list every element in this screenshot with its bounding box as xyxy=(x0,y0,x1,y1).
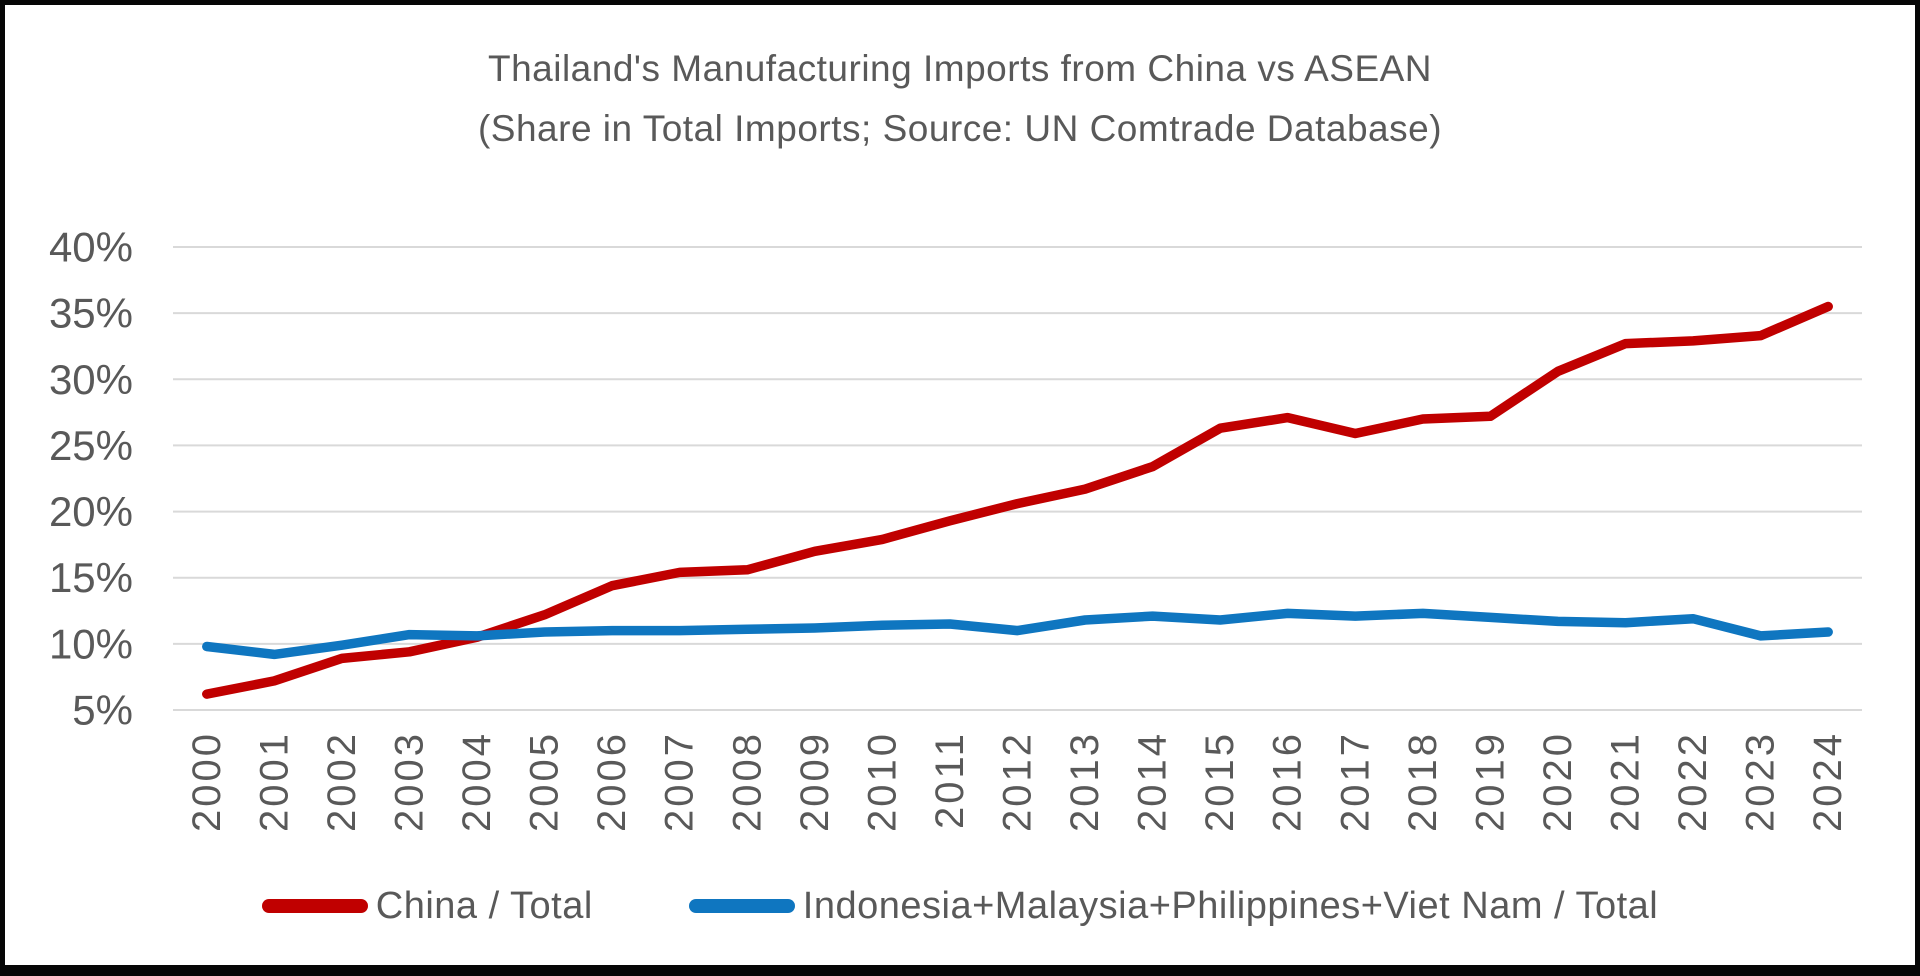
x-tick-label: 2005 xyxy=(523,731,567,832)
x-tick-label: 2017 xyxy=(1333,731,1377,832)
x-tick-label: 2008 xyxy=(725,731,769,832)
x-tick-label: 2014 xyxy=(1131,731,1175,832)
y-tick-label: 30% xyxy=(49,356,133,403)
y-tick-label: 35% xyxy=(49,290,133,337)
x-tick-label: 2006 xyxy=(590,731,634,832)
x-tick-label: 2003 xyxy=(387,731,431,832)
x-tick-label: 2022 xyxy=(1671,731,1715,832)
x-tick-label: 2018 xyxy=(1401,731,1445,832)
y-tick-label: 10% xyxy=(49,620,133,667)
x-tick-label: 2004 xyxy=(455,731,499,832)
plot-area: 40% 35% 30% 25% 20% 15% 10% 5% 2000 2001 2002 2003 2… xyxy=(49,224,1862,832)
x-tick-label: 2000 xyxy=(185,731,229,832)
y-tick-label: 25% xyxy=(49,422,133,469)
x-tick-label: 2015 xyxy=(1198,731,1242,832)
chart-title: Thailand's Manufacturing Imports from Ch… xyxy=(487,48,1433,89)
x-tick-label: 2021 xyxy=(1604,731,1648,832)
chart-title-block: Thailand's Manufacturing Imports from Ch… xyxy=(5,39,1915,159)
x-tick-label: 2013 xyxy=(1063,731,1107,832)
x-tick-label: 2024 xyxy=(1806,731,1850,832)
x-tick-label: 2007 xyxy=(658,731,702,832)
x-tick-label: 2023 xyxy=(1739,731,1783,832)
legend-swatch-china-icon xyxy=(261,899,368,913)
x-tick-label: 2010 xyxy=(860,731,904,832)
legend-swatch-asean4-icon xyxy=(688,899,795,913)
legend-label-china: China / Total xyxy=(375,884,593,927)
y-tick-label: 15% xyxy=(49,554,133,601)
x-tick-label: 2002 xyxy=(320,731,364,832)
x-tick-label: 2009 xyxy=(793,731,837,832)
chart-subtitle: (Share in Total Imports; Source: UN Comt… xyxy=(477,108,1443,149)
legend-label-asean4: Indonesia+Malaysia+Philippines+Viet Nam … xyxy=(802,884,1659,927)
x-tick-label: 2019 xyxy=(1468,731,1512,832)
y-tick-label: 5% xyxy=(72,687,133,734)
x-tick-label: 2020 xyxy=(1536,731,1580,832)
x-tick-label: 2012 xyxy=(996,731,1040,832)
y-tick-label: 40% xyxy=(49,224,133,271)
y-tick-label: 20% xyxy=(49,488,133,535)
x-tick-label: 2016 xyxy=(1266,731,1310,832)
series-line-asean4 xyxy=(202,608,1833,660)
legend-item-china: China / Total xyxy=(261,884,593,928)
x-tick-label: 2011 xyxy=(928,731,972,829)
legend-item-asean4: Indonesia+Malaysia+Philippines+Viet Nam … xyxy=(688,884,1659,928)
legend: China / Total Indonesia+Malaysia+Philipp… xyxy=(5,875,1915,937)
x-tick-label: 2001 xyxy=(252,731,296,832)
